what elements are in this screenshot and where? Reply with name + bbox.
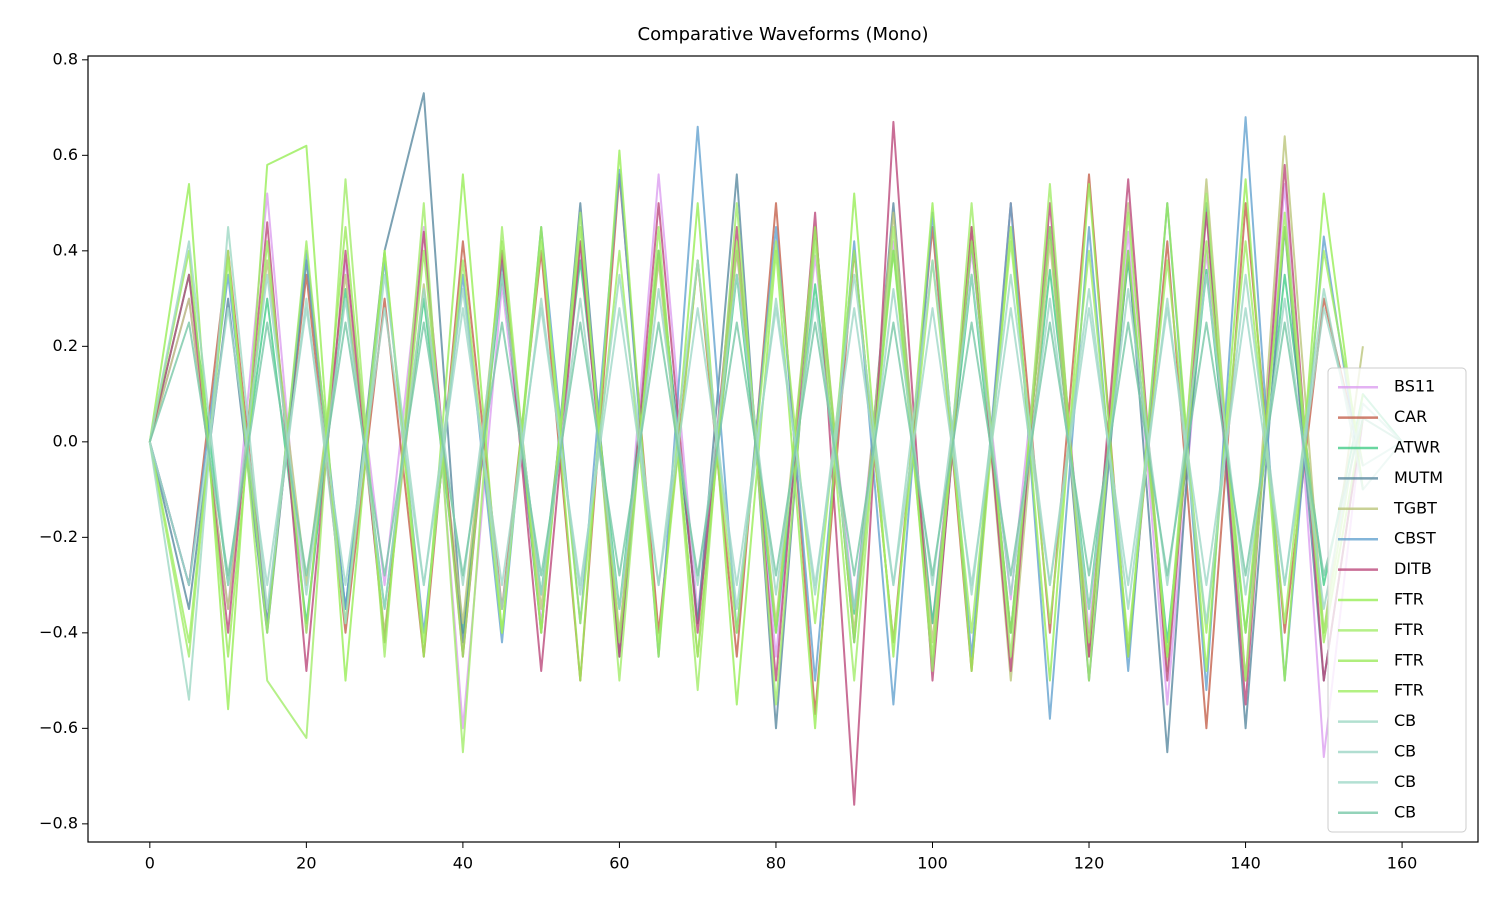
legend-label: CB [1394,711,1416,730]
y-tick-label: −0.4 [39,622,78,641]
legend-box [1327,367,1467,833]
series-line [148,226,1403,701]
legend-label: FTR [1394,681,1424,700]
x-tick-label: 140 [1230,854,1261,873]
legend-label: FTR [1394,650,1424,669]
y-tick-label: −0.6 [39,718,78,737]
plot-frame [87,55,1479,843]
y-tick-label: 0.2 [53,336,78,355]
x-tick-label: 60 [609,854,629,873]
legend-label: CB [1394,802,1416,821]
legend-label: CBST [1394,529,1436,548]
legend-label: FTR [1394,590,1424,609]
series-line [148,321,1403,577]
legend-label: TGBT [1393,498,1437,517]
legend-label: FTR [1394,620,1424,639]
x-tick-label: 120 [1074,854,1105,873]
y-tick-label: 0.6 [53,145,78,164]
x-tick-label: 20 [296,854,316,873]
legend-label: CAR [1394,407,1427,426]
x-tick-label: 100 [917,854,948,873]
y-tick-label: 0.0 [53,431,78,450]
y-tick-label: −0.2 [39,527,78,546]
chart-title: Comparative Waveforms (Mono) [638,24,929,45]
x-tick-label: 80 [766,854,786,873]
y-tick-label: 0.4 [53,240,78,259]
legend-label: MUTM [1394,468,1443,487]
legend-label: ATWR [1394,438,1440,457]
x-tick-label: 0 [145,854,155,873]
y-tick-label: 0.8 [53,49,78,68]
x-tick-label: 40 [453,854,473,873]
y-tick-label: −0.8 [39,813,78,832]
x-tick-label: 160 [1387,854,1418,873]
legend-label: CB [1394,772,1416,791]
series-line [148,307,1403,587]
legend-label: BS11 [1394,377,1435,396]
legend-label: DITB [1394,559,1432,578]
legend-label: CB [1394,742,1416,761]
series-line [148,144,1364,730]
